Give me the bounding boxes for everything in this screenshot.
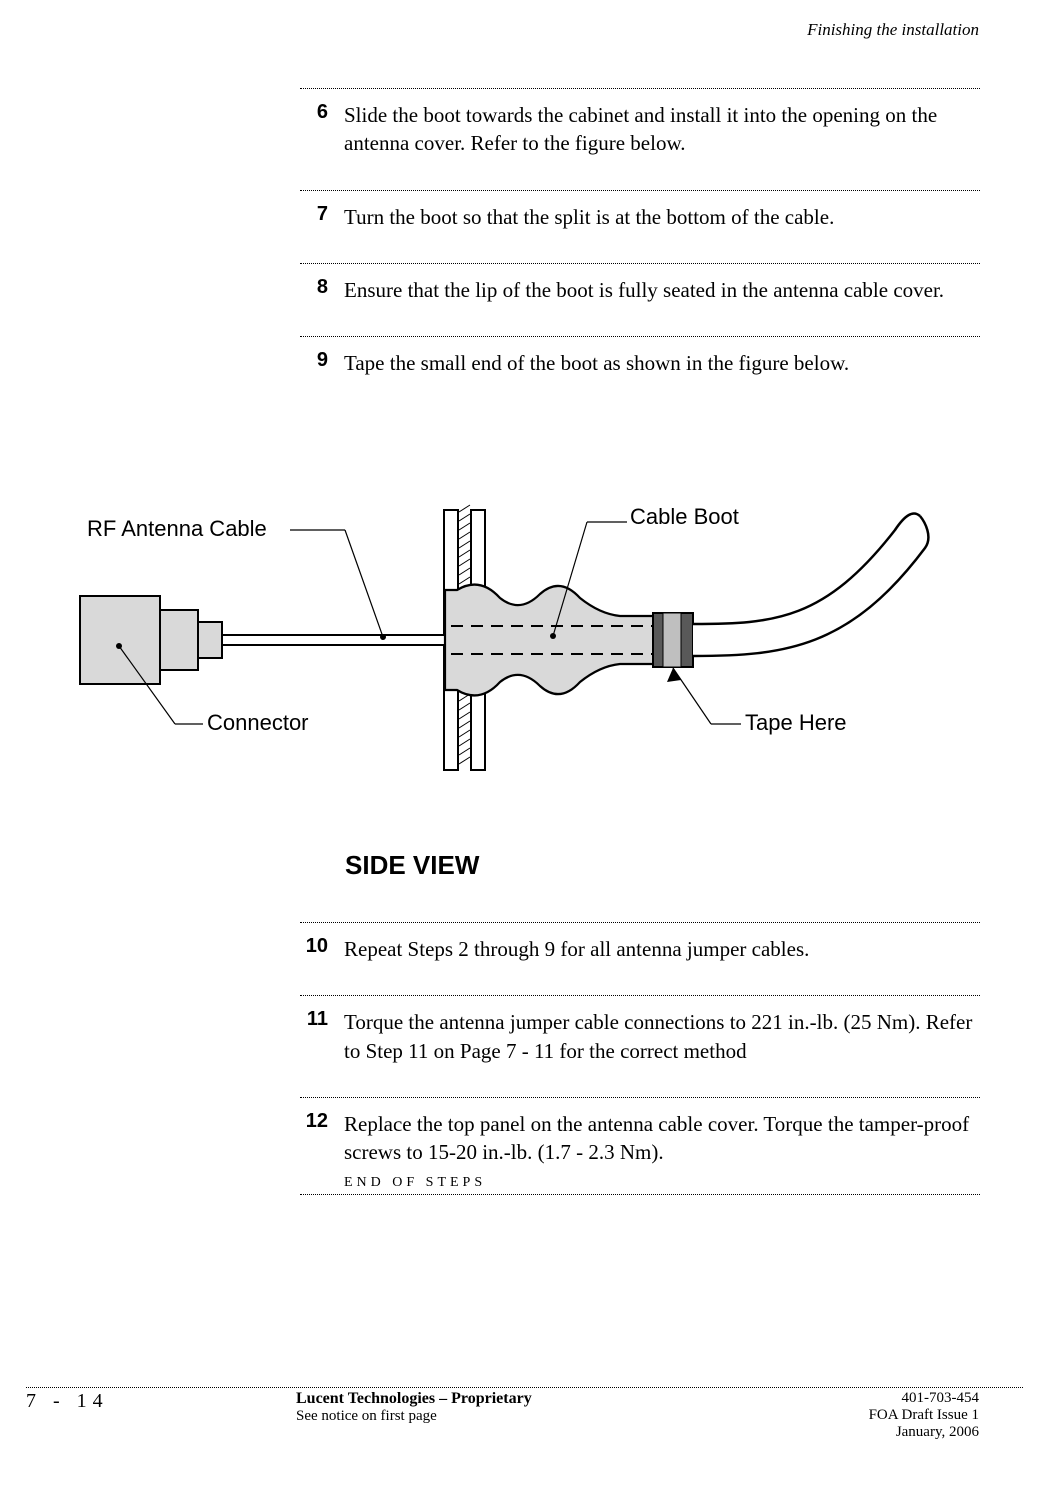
step-separator [300,1194,980,1195]
step: 8 Ensure that the lip of the boot is full… [300,264,980,336]
step-text: Replace the top panel on the antenna cab… [344,1098,980,1175]
step-number: 9 [300,349,328,372]
step-text: Repeat Steps 2 through 9 for all antenna… [344,923,980,995]
footer-notice-line: See notice on first page [296,1408,756,1425]
label-side-view: SIDE VIEW [345,850,479,881]
footer-center: Lucent Technologies – Proprietary See no… [296,1390,756,1425]
step-number: 8 [300,276,328,299]
footer-date: January, 2006 [869,1424,979,1441]
footer-doc-number: 401-703-454 [869,1390,979,1407]
page-number: 7 - 14 [26,1390,109,1413]
step-text: Ensure that the lip of the boot is fully… [344,264,980,336]
step: 7 Turn the boot so that the split is at t… [300,191,980,263]
step-text: Torque the antenna jumper cable connecti… [344,996,980,1097]
step-number: 7 [300,203,328,226]
step-text: Turn the boot so that the split is at th… [344,191,980,263]
step: 12 Replace the top panel on the antenna c… [300,1098,980,1175]
step: 10 Repeat Steps 2 through 9 for all anten… [300,923,980,995]
step-number: 6 [300,101,328,124]
page: Finishing the installation 6 Slide the bo… [0,0,1049,1500]
step-number: 11 [300,1008,328,1031]
steps-block-1: 6 Slide the boot towards the cabinet and … [300,88,980,410]
figure-svg [75,480,975,810]
step-text: Slide the boot towards the cabinet and i… [344,89,980,190]
end-of-steps: End of steps [344,1175,980,1194]
steps-block-2: 10 Repeat Steps 2 through 9 for all anten… [300,922,980,1195]
footer: 7 - 14 Lucent Technologies – Proprietary… [26,1386,979,1456]
step-number: 12 [300,1110,328,1133]
figure-side-view: RF Antenna Cable Cable Boot Connector Ta… [75,480,975,870]
footer-right: 401-703-454 FOA Draft Issue 1 January, 2… [869,1390,979,1441]
step: 11 Torque the antenna jumper cable connec… [300,996,980,1097]
step-number: 10 [300,935,328,958]
running-header: Finishing the installation [807,20,979,40]
step: 6 Slide the boot towards the cabinet and … [300,89,980,190]
footer-issue: FOA Draft Issue 1 [869,1407,979,1424]
footer-proprietary-line: Lucent Technologies – Proprietary [296,1390,756,1408]
step-text: Tape the small end of the boot as shown … [344,337,980,409]
step: 9 Tape the small end of the boot as shown… [300,337,980,409]
